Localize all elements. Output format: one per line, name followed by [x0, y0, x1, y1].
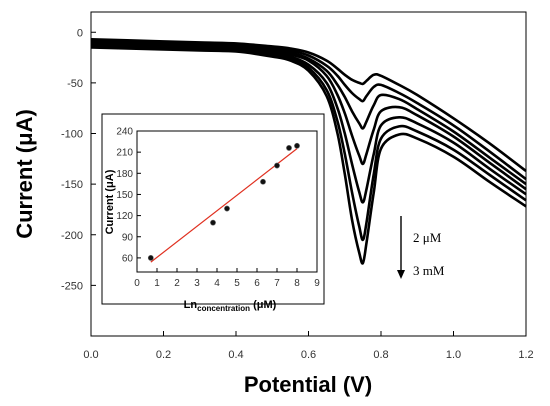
annotation-end: 3 mM [413, 263, 445, 278]
inset-x-axis-title: Lnconcentration (μM) [184, 299, 277, 313]
inset-x-tick-label: 2 [174, 278, 180, 289]
main-x-axis-title: Potential (V) [244, 372, 372, 397]
inset-points [147, 142, 300, 261]
inset-x-tick-label: 7 [274, 278, 280, 289]
main-x-tick-label: 0.6 [301, 349, 316, 361]
main-x-tick-label: 0.4 [228, 349, 243, 361]
inset-x-tick-label: 5 [234, 278, 240, 289]
inset-x-tick-label: 0 [134, 278, 140, 289]
inset-y-tick-label: 120 [116, 211, 133, 222]
main-y-axis-title: Current (μA) [12, 109, 37, 239]
inset-x-title-main: Ln [184, 299, 198, 311]
data-point [274, 162, 280, 169]
inset-fit-line [150, 148, 298, 263]
inset-axis-ticks: 0 1 2 3 4 5 6 7 8 9 60 90 120 150 180 210 240 [116, 127, 320, 290]
inset-x-tick-label: 3 [194, 278, 200, 289]
inset-y-tick-label: 150 [116, 190, 133, 201]
inset-y-tick-label: 180 [116, 169, 133, 180]
inset-x-tick-label: 6 [254, 278, 260, 289]
inset-y-tick-label: 210 [116, 148, 133, 159]
data-point [294, 142, 300, 149]
series-line-6 [90, 44, 527, 242]
series-line-5 [90, 42, 527, 204]
inset-x-tick-label: 1 [154, 278, 160, 289]
inset-x-title-unit: (μM) [250, 299, 277, 311]
main-y-tick-label: -250 [61, 280, 83, 292]
fit-line [150, 148, 298, 263]
annotation-start: 2 μM [413, 230, 442, 245]
main-y-tick-label: -200 [61, 230, 83, 242]
inset-y-tick-label: 240 [116, 127, 133, 138]
inset-plot-frame [136, 130, 318, 273]
inset-y-tick-label: 60 [122, 253, 134, 264]
main-x-tick-label: 0.8 [373, 349, 388, 361]
data-point [286, 145, 292, 151]
main-x-tick-label: 0.2 [156, 349, 171, 361]
inset-x-title-sub: concentration [197, 304, 250, 313]
main-y-tick-label: -50 [67, 78, 83, 90]
main-x-tick-label: 1.0 [446, 349, 461, 361]
main-x-tick-label: 1.2 [518, 349, 533, 361]
main-y-tick-label: 0 [77, 27, 83, 39]
inset-x-tick-label: 8 [294, 278, 300, 289]
inset-x-tick-label: 9 [314, 278, 320, 289]
inset-x-tick-label: 4 [214, 278, 220, 289]
data-point [147, 254, 154, 261]
data-point [210, 219, 216, 226]
main-x-tick-label: 0.0 [83, 349, 98, 361]
main-y-tick-label: -150 [61, 179, 83, 191]
inset-y-tick-label: 90 [122, 232, 134, 243]
inset-background [101, 113, 325, 305]
data-point [224, 205, 230, 212]
trend-arrow-head [397, 270, 405, 279]
data-point [260, 178, 266, 185]
main-y-tick-label: -100 [61, 129, 83, 141]
inset-y-axis-title: Current (μA) [104, 169, 116, 234]
main-axis-ticks: 0.0 0.2 0.4 0.6 0.8 1.0 1.2 0 -50 -100 -150 -200 -25… [61, 27, 534, 361]
series-line-7 [90, 46, 527, 265]
main-series-lines [90, 38, 527, 265]
